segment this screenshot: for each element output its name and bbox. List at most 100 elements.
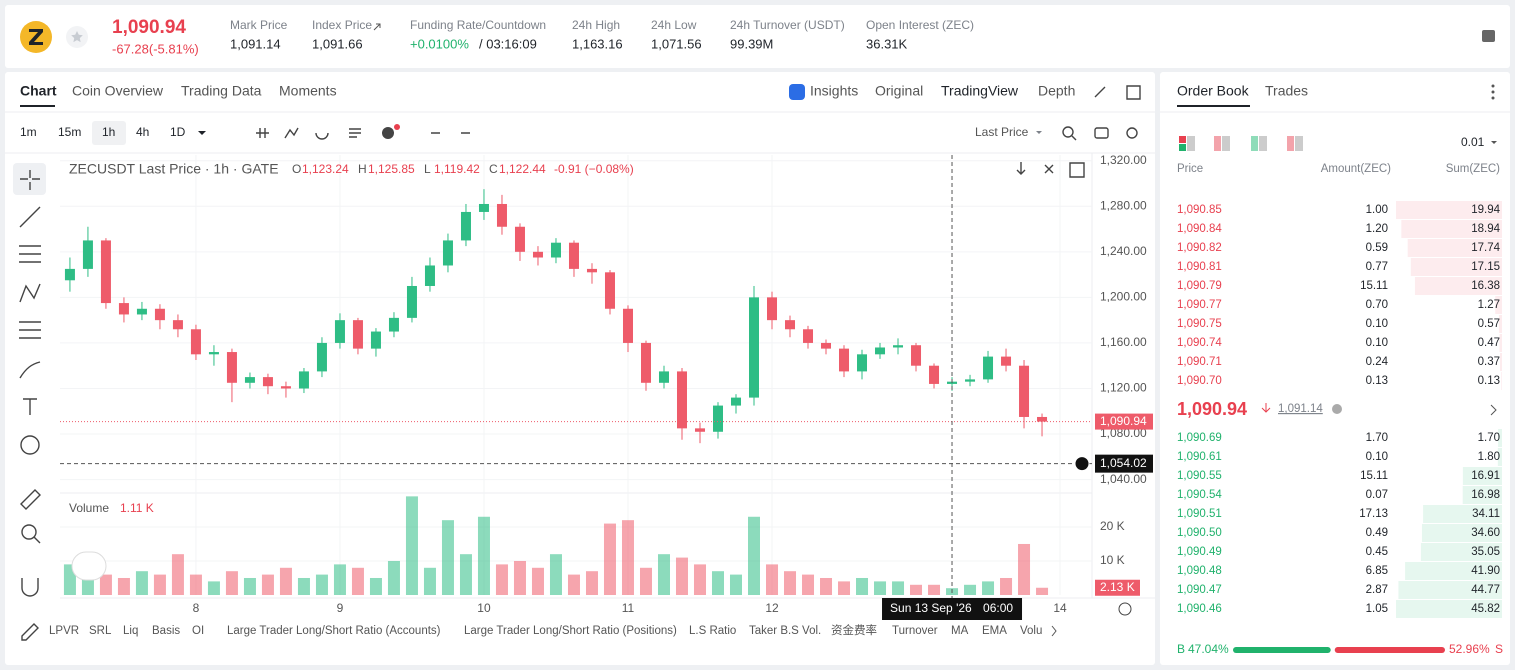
depth-bar: [1414, 277, 1502, 295]
crosshair-label: 1,054.02: [1100, 456, 1147, 470]
ob-sum: 35.05: [1471, 546, 1500, 558]
depth-bar: [1498, 429, 1502, 447]
candle-body: [640, 342, 651, 383]
indicator-icon[interactable]: [382, 127, 394, 139]
volume-bar: [567, 574, 580, 595]
tab[interactable]: Moments: [279, 83, 337, 99]
indicator[interactable]: EMA: [982, 625, 1007, 637]
depth-bar: [1462, 467, 1502, 485]
indicator[interactable]: Taker B.S Vol.: [749, 625, 821, 637]
last-price-tag: [1095, 413, 1153, 430]
stat-label: 24h High: [572, 18, 620, 32]
ob-tab[interactable]: Order Book: [1177, 83, 1250, 99]
candle-body: [316, 342, 327, 372]
tab[interactable]: Trading Data: [181, 83, 262, 99]
ob-mid: 1,090.94: [1177, 399, 1247, 419]
indicator[interactable]: Large Trader Long/Short Ratio (Accounts): [227, 625, 441, 637]
candle-body: [658, 371, 669, 383]
candle-body: [352, 320, 363, 349]
volume-bar: [711, 571, 724, 595]
header-icon[interactable]: [1482, 30, 1495, 42]
candle-body: [172, 320, 183, 330]
interval[interactable]: 1h: [102, 125, 115, 139]
ohlc-value: 1,123.24: [302, 162, 349, 176]
dropdown[interactable]: [198, 131, 206, 135]
depth-bar: [1420, 543, 1502, 561]
view-tab[interactable]: Insights: [810, 83, 858, 99]
ohlc-key: H: [358, 162, 367, 176]
price-type[interactable]: Last Price: [975, 125, 1029, 139]
ob-amount: 17.13: [1359, 508, 1388, 520]
ob-sum: 16.38: [1471, 280, 1500, 292]
ob-amount: 0.07: [1366, 489, 1388, 501]
candle-body: [136, 308, 147, 315]
depth-bar: [1495, 296, 1502, 314]
indicator[interactable]: LPVR: [49, 625, 79, 637]
stat-value: 1,071.56: [651, 36, 702, 51]
ob-sum: 0.37: [1478, 356, 1500, 368]
candle-body: [460, 211, 471, 241]
last-price: 1,090.94: [112, 17, 186, 38]
interval[interactable]: 1m: [20, 125, 37, 139]
depth-bar: [1398, 581, 1502, 599]
candle-body: [442, 240, 453, 266]
indicator[interactable]: SRL: [89, 625, 112, 637]
indicator[interactable]: Volu: [1020, 625, 1042, 637]
ob-tab[interactable]: Trades: [1265, 83, 1308, 99]
volume-bar: [333, 564, 346, 595]
indicator[interactable]: Turnover: [892, 625, 938, 637]
depth-bar: [1497, 448, 1502, 466]
dropdown[interactable]: [1036, 131, 1042, 134]
buy-key: B: [1177, 642, 1185, 656]
indicator[interactable]: Liq: [123, 625, 138, 637]
ob-price: 1,090.69: [1177, 432, 1222, 444]
candle-body: [568, 242, 579, 269]
axis-settings[interactable]: [1118, 602, 1132, 616]
stat-value: 36.31K: [866, 36, 908, 51]
tab[interactable]: Coin Overview: [72, 83, 164, 99]
sell-ratio: 52.96%: [1449, 642, 1490, 656]
volume-bar: [477, 516, 490, 595]
stat-label: Funding Rate/Countdown: [410, 18, 546, 32]
y-tick-label: 1,040.00: [1100, 472, 1147, 486]
indicator[interactable]: L.S Ratio: [689, 625, 736, 637]
buy-ratio: 47.04%: [1188, 642, 1229, 656]
ob-sum: 19.94: [1471, 204, 1500, 216]
indicator[interactable]: MA: [951, 625, 969, 637]
depth-bar: [1500, 353, 1502, 371]
tool-active: [13, 163, 46, 195]
volume-bar: [441, 520, 454, 595]
crosshair-add[interactable]: [1074, 456, 1090, 472]
ob-sum: 1.70: [1478, 432, 1500, 444]
indicator[interactable]: 资金费率: [831, 623, 877, 637]
candle-body: [532, 251, 543, 258]
expand-arrow[interactable]: [1490, 404, 1497, 416]
precision[interactable]: 0.01: [1461, 135, 1485, 149]
view-tab[interactable]: Original: [875, 83, 923, 99]
ob-mark: 1,091.14: [1278, 403, 1323, 415]
interval[interactable]: 4h: [136, 125, 149, 139]
scroll-arrow[interactable]: [1051, 625, 1057, 637]
ob-amount: 0.24: [1366, 356, 1389, 368]
ob-sum: 0.13: [1478, 375, 1500, 387]
ob-sum: 16.98: [1471, 489, 1500, 501]
candle-body: [118, 303, 129, 315]
view-tab[interactable]: Depth: [1038, 83, 1075, 99]
x-tick-label: 10: [477, 601, 491, 615]
indicator[interactable]: Basis: [152, 625, 180, 637]
depth-bar: [1396, 600, 1502, 618]
volume-bar: [1018, 543, 1031, 595]
tab[interactable]: Chart: [20, 83, 57, 99]
indicator[interactable]: OI: [192, 625, 204, 637]
interval[interactable]: 15m: [58, 125, 81, 139]
view-tab[interactable]: TradingView: [941, 83, 1019, 99]
depth-bar: [1396, 201, 1502, 219]
down-arrow: [1261, 403, 1271, 413]
depth-bar: [1407, 239, 1502, 257]
x-tick-label: 9: [337, 601, 344, 615]
volume-bar: [874, 581, 887, 595]
dropdown[interactable]: [1491, 141, 1497, 144]
interval[interactable]: 1D: [170, 125, 186, 139]
candle-body: [983, 356, 994, 380]
indicator[interactable]: Large Trader Long/Short Ratio (Positions…: [464, 625, 677, 637]
